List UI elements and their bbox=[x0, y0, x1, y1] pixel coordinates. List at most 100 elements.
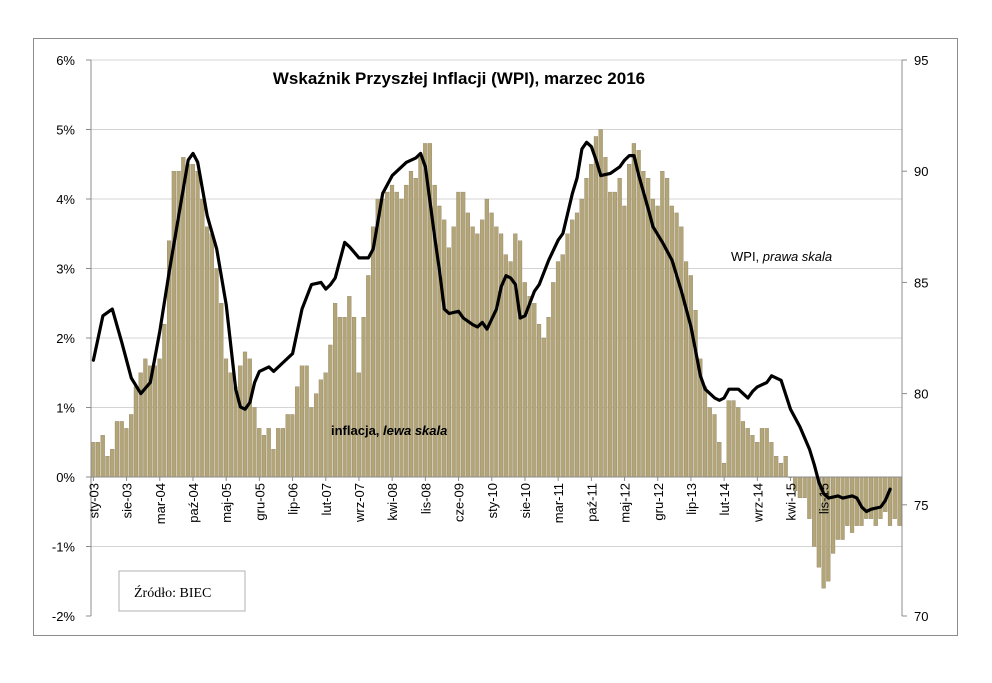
left-tick-label: 6% bbox=[56, 53, 75, 68]
inflation-bar bbox=[266, 428, 271, 478]
inflation-bar bbox=[323, 372, 328, 478]
inflation-bar bbox=[887, 476, 893, 526]
inflation-bar bbox=[110, 449, 115, 478]
inflation-bar bbox=[764, 428, 769, 478]
inflation-bar bbox=[740, 421, 746, 478]
inflation-bar bbox=[717, 442, 722, 478]
inflation-bar bbox=[238, 365, 243, 478]
inflation-bar bbox=[783, 455, 788, 478]
inflation-bar bbox=[304, 365, 309, 478]
inflation-bar bbox=[593, 136, 599, 478]
x-tick-label: lis-08 bbox=[418, 483, 433, 514]
inflation-bar bbox=[186, 164, 191, 478]
inflation-bar bbox=[598, 129, 603, 478]
left-tick-label: 2% bbox=[56, 331, 75, 346]
inflation-bar bbox=[759, 428, 765, 478]
inflation-bar bbox=[494, 226, 499, 478]
inflation-bar bbox=[622, 205, 627, 478]
inflation-bar bbox=[314, 393, 319, 478]
inflation-bar bbox=[152, 365, 157, 478]
x-tick-label: kwi-15 bbox=[784, 483, 799, 521]
inflation-bar bbox=[873, 476, 878, 526]
inflation-bar bbox=[209, 233, 214, 478]
inflation-bar bbox=[280, 428, 286, 478]
inflation-bar bbox=[812, 476, 817, 547]
inflation-bar bbox=[774, 455, 779, 478]
inflation-bar bbox=[489, 212, 494, 478]
inflation-bar bbox=[465, 212, 470, 478]
inflation-bar bbox=[546, 316, 551, 478]
inflation-bar bbox=[276, 428, 281, 478]
inflation-bar bbox=[579, 198, 584, 478]
inflation-bar bbox=[261, 435, 267, 478]
inflation-bar bbox=[513, 233, 518, 478]
inflation-bar bbox=[484, 198, 489, 478]
inflation-bar bbox=[204, 226, 210, 478]
inflation-bar bbox=[532, 303, 537, 478]
inflation-bar bbox=[731, 400, 736, 478]
inflation-bar bbox=[517, 240, 523, 478]
right-tick-label: 85 bbox=[914, 275, 928, 290]
inflation-bar bbox=[219, 303, 224, 478]
chart-frame: 6% 5% 4% 3% 2% 1% 0% -1% -2% 95 90 85 80 75 70 sty-03… bbox=[33, 38, 958, 636]
wpi-annotation-main: WPI, bbox=[731, 249, 763, 264]
inflation-bar bbox=[214, 268, 219, 478]
inflation-bar bbox=[650, 198, 655, 478]
inflation-annotation-main: inflacja, bbox=[331, 423, 383, 438]
inflation-bar bbox=[361, 316, 366, 478]
left-tick-label: -1% bbox=[52, 540, 76, 555]
inflation-bar bbox=[290, 414, 295, 478]
inflation-bar bbox=[541, 337, 546, 478]
source-box bbox=[118, 570, 246, 612]
inflation-bar bbox=[100, 435, 105, 478]
inflation-bar bbox=[570, 219, 575, 478]
inflation-bar bbox=[461, 191, 466, 478]
right-tick-label: 90 bbox=[914, 164, 928, 179]
inflation-bar bbox=[674, 212, 679, 478]
wpi-annotation: WPI, prawa skala bbox=[731, 249, 832, 264]
inflation-bars bbox=[91, 129, 902, 589]
inflation-bar bbox=[802, 476, 807, 499]
inflation-bar bbox=[285, 414, 290, 478]
inflation-bar bbox=[721, 462, 727, 478]
inflation-bar bbox=[750, 435, 755, 478]
wpi-line bbox=[91, 140, 892, 514]
inflation-bar bbox=[257, 428, 262, 478]
left-tick-labels: 6% 5% 4% 3% 2% 1% 0% -1% -2% bbox=[52, 53, 91, 624]
inflation-bar bbox=[868, 476, 874, 519]
inflation-bar bbox=[366, 275, 371, 478]
x-tick-label: lut-14 bbox=[717, 483, 732, 516]
inflation-bar bbox=[242, 351, 248, 478]
inflation-bar bbox=[527, 296, 532, 478]
inflation-bar bbox=[124, 428, 129, 478]
x-tick-label: paź-04 bbox=[186, 483, 201, 523]
inflation-bar bbox=[683, 261, 689, 478]
inflation-bar bbox=[295, 386, 300, 478]
left-tick-label: 3% bbox=[56, 262, 75, 277]
inflation-bar bbox=[560, 254, 565, 478]
inflation-bar bbox=[337, 316, 342, 478]
inflation-bar bbox=[133, 386, 138, 478]
inflation-bar bbox=[565, 233, 570, 478]
inflation-bar bbox=[688, 275, 693, 478]
inflation-bar bbox=[655, 205, 660, 478]
inflation-bar bbox=[897, 476, 902, 526]
chart-title: Wskaźnik Przyszłej Inflacji (WPI), marze… bbox=[273, 69, 645, 88]
inflation-bar bbox=[171, 171, 176, 478]
inflation-bar bbox=[342, 316, 347, 478]
inflation-bar bbox=[351, 316, 357, 478]
inflation-bar bbox=[508, 261, 513, 478]
wpi-annotation-italic: prawa skala bbox=[762, 249, 832, 264]
inflation-bar bbox=[333, 303, 338, 478]
left-tick-label: 4% bbox=[56, 192, 75, 207]
right-tick-label: 95 bbox=[914, 53, 928, 68]
inflation-bar bbox=[646, 177, 651, 478]
inflation-bar bbox=[503, 254, 508, 478]
inflation-bar bbox=[309, 407, 314, 478]
x-tick-label: lip-13 bbox=[684, 483, 699, 515]
inflation-bar bbox=[631, 143, 636, 478]
inflation-bar bbox=[95, 442, 101, 478]
inflation-bar bbox=[878, 476, 883, 519]
inflation-bar bbox=[641, 171, 646, 478]
x-tick-label: sie-03 bbox=[120, 483, 135, 518]
